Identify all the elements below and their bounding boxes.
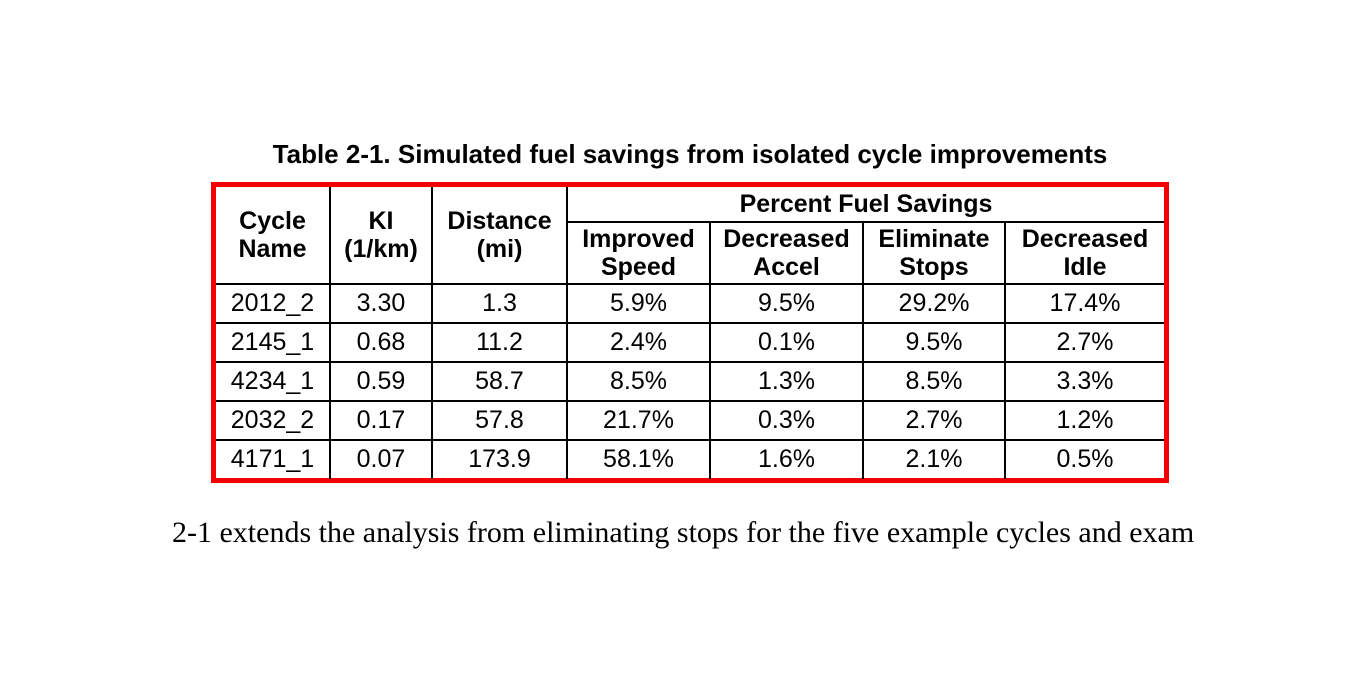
fuel-savings-table: Cycle Name KI (1/km) Distance (mi) Perce…: [215, 186, 1165, 480]
col-header-eliminate-stops: Eliminate Stops: [862, 221, 1006, 285]
table-row: 2145_1 0.68 11.2 2.4% 0.1% 9.5% 2.7%: [215, 322, 1165, 363]
cell-decreased-accel: 0.3%: [709, 400, 864, 441]
cell-distance: 57.8: [431, 400, 568, 441]
cell-improved-speed: 5.9%: [566, 283, 711, 324]
cell-distance: 1.3: [431, 283, 568, 324]
cell-decreased-accel: 0.1%: [709, 322, 864, 363]
col-header-cycle-name: Cycle Name: [215, 186, 331, 285]
header-row-group: Cycle Name KI (1/km) Distance (mi) Perce…: [215, 186, 1165, 285]
cell-distance: 11.2: [431, 322, 568, 363]
cell-ki: 3.30: [329, 283, 433, 324]
cell-ki: 0.59: [329, 361, 433, 402]
table-caption: Table 2-1. Simulated fuel savings from i…: [272, 139, 1108, 169]
cell-eliminate-stops: 29.2%: [862, 283, 1006, 324]
cell-cycle-name: 2145_1: [215, 322, 331, 363]
cell-cycle-name: 2032_2: [215, 400, 331, 441]
cell-ki: 0.07: [329, 439, 433, 480]
cell-decreased-idle: 1.2%: [1004, 400, 1165, 441]
cell-improved-speed: 2.4%: [566, 322, 711, 363]
col-header-ki: KI (1/km): [329, 186, 433, 285]
table-row: 2012_2 3.30 1.3 5.9% 9.5% 29.2% 17.4%: [215, 283, 1165, 324]
header-row-sub: Improved Speed Decreased Accel Eliminate…: [216, 221, 1165, 285]
col-header-improved-speed: Improved Speed: [566, 221, 711, 285]
cell-ki: 0.68: [329, 322, 433, 363]
cell-decreased-idle: 0.5%: [1004, 439, 1165, 480]
cell-decreased-idle: 2.7%: [1004, 322, 1165, 363]
cell-decreased-accel: 1.6%: [709, 439, 864, 480]
cell-cycle-name: 4234_1: [215, 361, 331, 402]
cell-improved-speed: 58.1%: [566, 439, 711, 480]
cell-distance: 173.9: [431, 439, 568, 480]
table-red-frame: Cycle Name KI (1/km) Distance (mi) Perce…: [211, 182, 1169, 483]
cell-eliminate-stops: 2.1%: [862, 439, 1006, 480]
col-header-decreased-accel: Decreased Accel: [709, 221, 864, 285]
table-row: 2032_2 0.17 57.8 21.7% 0.3% 2.7% 1.2%: [215, 400, 1165, 441]
table-row: 4171_1 0.07 173.9 58.1% 1.6% 2.1% 0.5%: [215, 439, 1165, 480]
table-row: 4234_1 0.59 58.7 8.5% 1.3% 8.5% 3.3%: [215, 361, 1165, 402]
group-header-percent-fuel-savings: Percent Fuel Savings: [566, 186, 1165, 223]
col-header-decreased-idle: Decreased Idle: [1004, 221, 1165, 285]
cell-cycle-name: 4171_1: [215, 439, 331, 480]
cell-cycle-name: 2012_2: [215, 283, 331, 324]
cell-decreased-accel: 9.5%: [709, 283, 864, 324]
cell-distance: 58.7: [431, 361, 568, 402]
cell-eliminate-stops: 9.5%: [862, 322, 1006, 363]
cell-improved-speed: 8.5%: [566, 361, 711, 402]
cell-decreased-idle: 3.3%: [1004, 361, 1165, 402]
cell-eliminate-stops: 2.7%: [862, 400, 1006, 441]
col-header-distance: Distance (mi): [431, 186, 568, 285]
cell-eliminate-stops: 8.5%: [862, 361, 1006, 402]
cell-ki: 0.17: [329, 400, 433, 441]
body-text: 2-1 extends the analysis from eliminatin…: [172, 516, 1195, 549]
cell-decreased-accel: 1.3%: [709, 361, 864, 402]
cell-improved-speed: 21.7%: [566, 400, 711, 441]
cell-decreased-idle: 17.4%: [1004, 283, 1165, 324]
